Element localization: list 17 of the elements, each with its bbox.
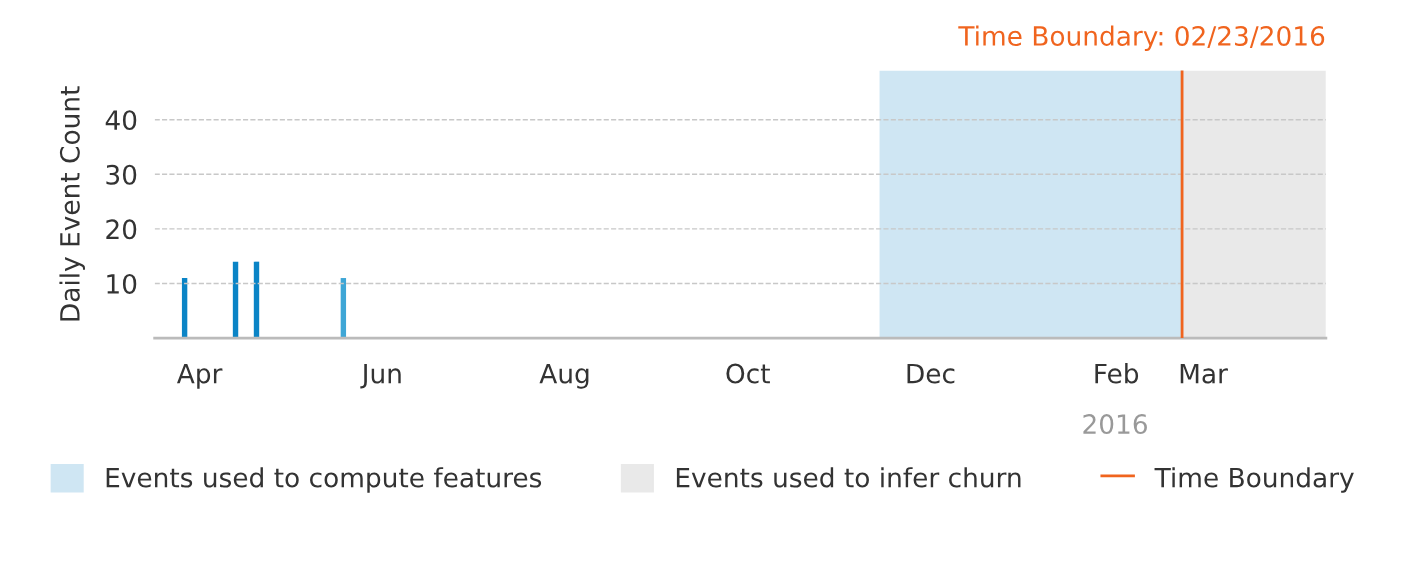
x-tick-label: Mar (1180, 363, 1228, 384)
legend-label: Time Boundary (1154, 467, 1354, 493)
x-tick-label: Feb (1095, 363, 1139, 384)
y-tick-label: 30 (106, 164, 137, 185)
legend-label: Events used to compute features (106, 467, 542, 493)
chart-title: Time Boundary: 02/23/2016 (958, 25, 1325, 52)
x-tick-label: Oct (726, 363, 770, 384)
x-tick-label: Dec (907, 363, 955, 384)
x-tick-label: Apr (176, 363, 223, 389)
legend-label: Events used to infer churn (676, 467, 1021, 488)
y-tick-label: 10 (107, 273, 137, 294)
y-axis-title: Daily Event Count (59, 86, 85, 321)
y-tick-label: 20 (106, 219, 137, 240)
text: 2016 (1083, 414, 1147, 435)
y-tick-label: 40 (105, 110, 137, 131)
x-tick-label: Aug (539, 363, 589, 389)
x-tick-label: Jun (360, 363, 401, 389)
